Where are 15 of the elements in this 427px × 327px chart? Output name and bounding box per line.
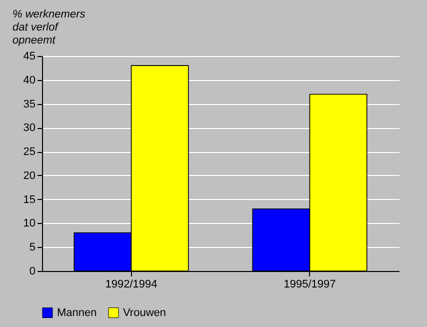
y-axis-title: % werknemers dat verlof opneemt [12, 8, 86, 46]
legend-label: Vrouwen [123, 306, 166, 319]
y-tick-label: 5 [29, 242, 36, 254]
y-tick-label: 15 [23, 194, 36, 206]
legend-label: Mannen [57, 306, 97, 319]
y-tick-label: 35 [23, 98, 36, 110]
y-tick-label: 10 [23, 218, 36, 230]
x-tick-label: 1992/1994 [105, 278, 158, 290]
y-tick-label: 20 [23, 170, 36, 182]
y-tick-label: 25 [23, 146, 36, 158]
x-tick-label: 1995/1997 [284, 278, 336, 290]
y-tick-label: 30 [23, 122, 36, 134]
y-tick-label: 0 [29, 266, 36, 278]
y-tick-label: 40 [23, 74, 36, 86]
y-tick-label: 45 [23, 50, 36, 62]
